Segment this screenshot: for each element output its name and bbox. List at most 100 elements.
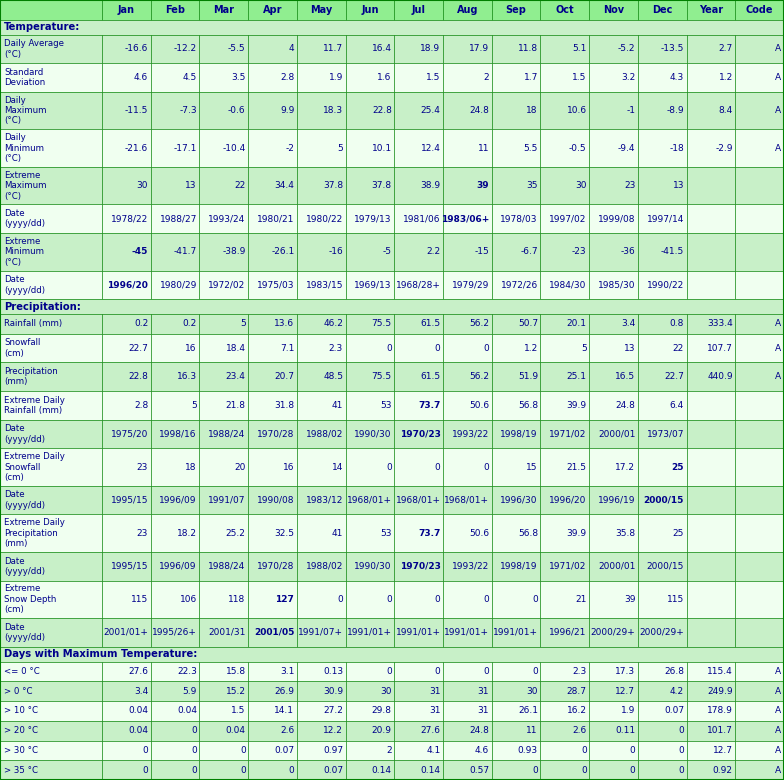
Text: 2001/31: 2001/31 [209,628,245,637]
Bar [297,63,346,92]
Text: 25: 25 [673,529,684,537]
Text: 0: 0 [678,766,684,775]
Bar [199,363,249,391]
Text: 1968/01+: 1968/01+ [445,495,489,505]
Bar [687,391,735,420]
Text: 1990/22: 1990/22 [647,280,684,289]
Bar [102,204,151,233]
Bar [735,129,784,167]
Bar [492,167,540,204]
Bar [687,271,735,300]
Bar [346,740,394,760]
Text: -10.4: -10.4 [223,144,245,153]
Text: Date
(yyyy/dd): Date (yyyy/dd) [4,275,45,295]
Text: 2.8: 2.8 [280,73,294,82]
Bar [638,271,687,300]
Bar [249,334,297,363]
Text: 7.1: 7.1 [280,343,294,353]
Bar [687,204,735,233]
Bar [0,391,102,420]
Bar [492,701,540,721]
Bar [151,486,199,514]
Bar [151,740,199,760]
Text: 107.7: 107.7 [707,343,733,353]
Bar [249,63,297,92]
Bar [394,514,443,552]
Bar [687,514,735,552]
Bar [394,167,443,204]
Bar [346,0,394,20]
Text: 23.4: 23.4 [226,372,245,381]
Bar [346,204,394,233]
Bar [540,92,589,129]
Bar [443,448,492,486]
Text: A: A [775,144,782,153]
Bar [151,721,199,740]
Bar [0,448,102,486]
Text: 22: 22 [673,343,684,353]
Bar [589,314,638,334]
Text: 1980/21: 1980/21 [257,215,294,223]
Text: -13.5: -13.5 [661,44,684,53]
Bar [540,760,589,780]
Bar [199,314,249,334]
Bar [151,92,199,129]
Text: 1980/29: 1980/29 [160,280,197,289]
Text: 32.5: 32.5 [274,529,294,537]
Bar [638,721,687,740]
Text: 1981/06: 1981/06 [403,215,441,223]
Bar [540,334,589,363]
Text: 16.2: 16.2 [567,707,586,715]
Bar [0,63,102,92]
Text: -9.4: -9.4 [618,144,635,153]
Text: 0: 0 [435,343,441,353]
Bar [249,580,297,618]
Text: 178.9: 178.9 [707,707,733,715]
Bar [0,721,102,740]
Text: 25.1: 25.1 [567,372,586,381]
Text: 0.97: 0.97 [323,746,343,755]
Bar [249,514,297,552]
Text: -0.6: -0.6 [228,106,245,115]
Text: -23: -23 [572,247,586,257]
Text: 18.9: 18.9 [420,44,441,53]
Bar [443,63,492,92]
Bar [687,760,735,780]
Text: 39: 39 [624,595,635,604]
Bar [199,760,249,780]
Bar [589,129,638,167]
Bar [297,204,346,233]
Bar [0,552,102,580]
Text: 16.5: 16.5 [615,372,635,381]
Text: 1996/09: 1996/09 [159,495,197,505]
Text: Oct: Oct [556,5,574,15]
Text: Feb: Feb [165,5,185,15]
Text: 0.13: 0.13 [323,667,343,676]
Bar [199,701,249,721]
Text: Code: Code [746,5,773,15]
Text: -8.9: -8.9 [666,106,684,115]
Bar [199,580,249,618]
Text: 30: 30 [526,686,538,696]
Bar [687,334,735,363]
Bar [492,721,540,740]
Bar [638,363,687,391]
Bar [687,681,735,701]
Text: Jul: Jul [412,5,426,15]
Bar [492,363,540,391]
Bar [492,314,540,334]
Text: 27.2: 27.2 [323,707,343,715]
Text: 2000/15: 2000/15 [644,495,684,505]
Text: 1996/30: 1996/30 [500,495,538,505]
Bar [589,486,638,514]
Bar [540,514,589,552]
Bar [0,129,102,167]
Text: 50.6: 50.6 [469,529,489,537]
Text: 1991/07: 1991/07 [208,495,245,505]
Text: 0: 0 [532,766,538,775]
Text: > 0 °C: > 0 °C [4,686,32,696]
Bar [492,34,540,63]
Bar [540,740,589,760]
Bar [638,486,687,514]
Bar [687,167,735,204]
